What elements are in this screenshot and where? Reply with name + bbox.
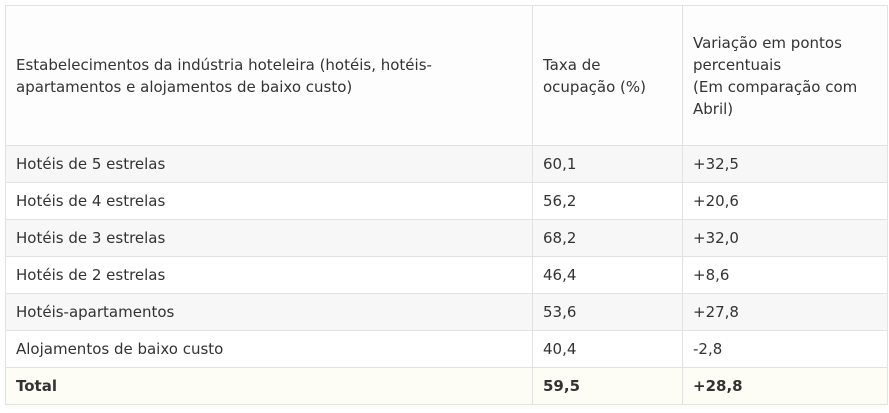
table-row: Alojamentos de baixo custo 40,4 -2,8 bbox=[5, 330, 888, 368]
total-variation: +28,8 bbox=[682, 367, 888, 405]
cell-establishment: Hotéis de 3 estrelas bbox=[5, 219, 533, 257]
cell-establishment: Hotéis de 2 estrelas bbox=[5, 256, 533, 294]
table-row: Hotéis de 5 estrelas 60,1 +32,5 bbox=[5, 145, 888, 183]
header-variation-line2: (Em comparação com Abril) bbox=[693, 77, 858, 118]
cell-variation: +20,6 bbox=[682, 182, 888, 220]
occupancy-table-container: Estabelecimentos da indústria hoteleira … bbox=[5, 5, 888, 409]
total-occupancy-rate: 59,5 bbox=[532, 367, 683, 405]
header-establishments: Estabelecimentos da indústria hoteleira … bbox=[5, 5, 533, 146]
table-row: Hotéis de 3 estrelas 68,2 +32,0 bbox=[5, 219, 888, 257]
cell-variation: +32,5 bbox=[682, 145, 888, 183]
table-header-row: Estabelecimentos da indústria hoteleira … bbox=[5, 5, 888, 146]
occupancy-table: Estabelecimentos da indústria hoteleira … bbox=[5, 5, 888, 405]
cell-variation: +8,6 bbox=[682, 256, 888, 294]
cell-variation: +27,8 bbox=[682, 293, 888, 331]
cell-occupancy-rate: 46,4 bbox=[532, 256, 683, 294]
cell-occupancy-rate: 40,4 bbox=[532, 330, 683, 368]
table-row: Hotéis de 2 estrelas 46,4 +8,6 bbox=[5, 256, 888, 294]
cell-occupancy-rate: 56,2 bbox=[532, 182, 683, 220]
table-row: Hotéis-apartamentos 53,6 +27,8 bbox=[5, 293, 888, 331]
cell-variation: -2,8 bbox=[682, 330, 888, 368]
cell-variation: +32,0 bbox=[682, 219, 888, 257]
cell-occupancy-rate: 68,2 bbox=[532, 219, 683, 257]
cell-occupancy-rate: 60,1 bbox=[532, 145, 683, 183]
table-row: Hotéis de 4 estrelas 56,2 +20,6 bbox=[5, 182, 888, 220]
cell-establishment: Alojamentos de baixo custo bbox=[5, 330, 533, 368]
header-occupancy-rate: Taxa de ocupação (%) bbox=[532, 5, 683, 146]
cell-establishment: Hotéis de 5 estrelas bbox=[5, 145, 533, 183]
header-variation: Variação em pontos percentuais (Em compa… bbox=[682, 5, 888, 146]
table-total-row: Total 59,5 +28,8 bbox=[5, 367, 888, 405]
cell-establishment: Hotéis-apartamentos bbox=[5, 293, 533, 331]
cell-establishment: Hotéis de 4 estrelas bbox=[5, 182, 533, 220]
cell-occupancy-rate: 53,6 bbox=[532, 293, 683, 331]
header-variation-line1: Variação em pontos percentuais bbox=[693, 33, 842, 74]
total-label: Total bbox=[5, 367, 533, 405]
